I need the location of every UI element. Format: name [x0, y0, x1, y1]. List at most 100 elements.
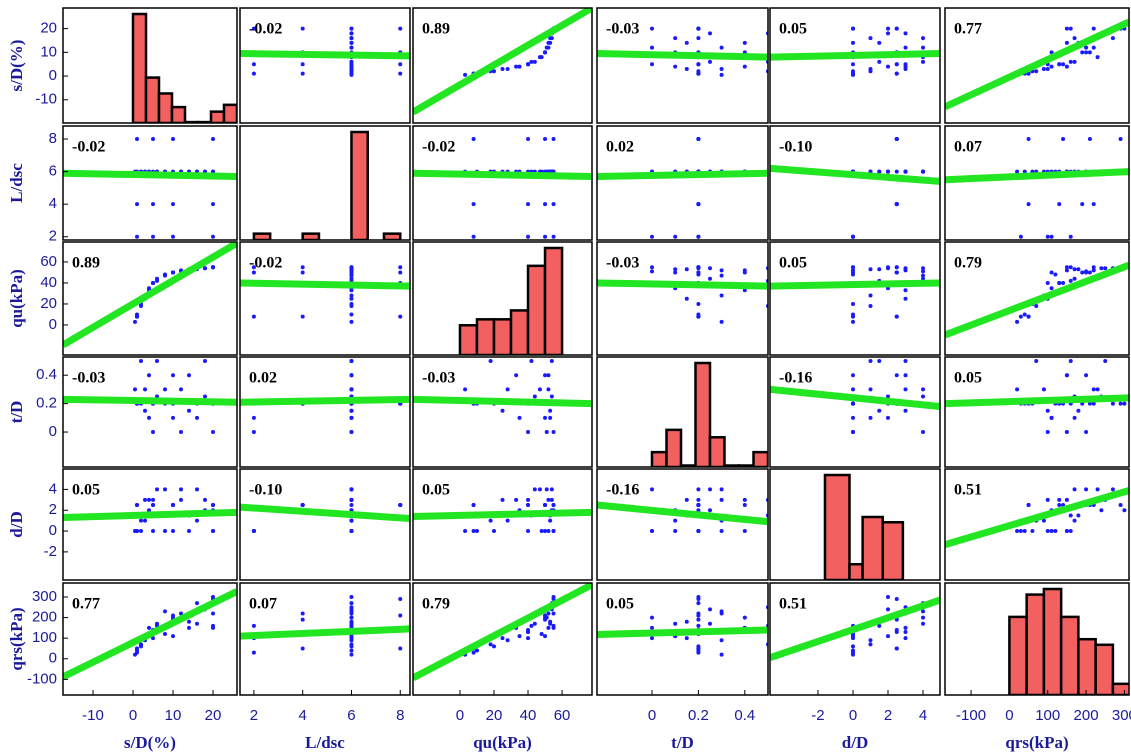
- scatter-point: [742, 529, 747, 534]
- scatter-point: [1091, 387, 1096, 392]
- scatter-point: [349, 45, 354, 50]
- cell: [945, 261, 1129, 339]
- fit-line: [770, 279, 940, 290]
- scatter-point: [349, 26, 354, 31]
- scatter-point: [673, 621, 678, 626]
- scatter-point: [1087, 50, 1092, 55]
- scatter-point: [1068, 513, 1073, 518]
- y-tick-label: 0.2: [36, 395, 57, 412]
- histogram-bar: [252, 232, 272, 240]
- cell-frame: [239, 582, 411, 696]
- scatter-point: [719, 609, 724, 614]
- scatter-point: [1110, 36, 1115, 41]
- cell-frame: [769, 7, 941, 124]
- scatter-point: [163, 487, 167, 492]
- cell-frame: [596, 356, 769, 468]
- y-tick-label: 0: [49, 522, 57, 539]
- x-tick-label: 0: [849, 707, 857, 724]
- scatter-point: [921, 621, 926, 626]
- scatter-point: [398, 71, 403, 76]
- scatter-point: [300, 314, 305, 319]
- scatter-point: [850, 387, 855, 392]
- scatter-point: [349, 503, 354, 508]
- scatter-point: [850, 268, 855, 273]
- scatter-point: [349, 497, 354, 502]
- cell: [1008, 587, 1129, 695]
- scatter-point: [1076, 513, 1081, 518]
- scatter-point: [903, 266, 908, 271]
- scatter-point: [1045, 408, 1050, 413]
- scatter-point: [163, 609, 167, 614]
- scatter-point: [903, 373, 908, 378]
- scatter-point: [868, 642, 873, 647]
- scatter-point: [1049, 415, 1054, 420]
- fit-line: [770, 596, 940, 662]
- scatter-point: [1072, 267, 1077, 272]
- cell: [240, 487, 410, 534]
- scatter-point: [850, 72, 855, 77]
- cell-frame: [412, 241, 593, 356]
- scatter-point: [707, 276, 712, 281]
- scatter-point: [526, 430, 531, 435]
- scatter-point: [894, 62, 899, 67]
- scatter-point: [300, 265, 305, 270]
- fit-line: [945, 487, 1129, 548]
- scatter-point: [684, 619, 689, 624]
- histogram-bar: [1059, 615, 1080, 695]
- cell-frame: [239, 241, 411, 356]
- scatter-point: [505, 638, 510, 643]
- scatter-point: [349, 601, 354, 606]
- scatter-point: [742, 615, 747, 620]
- x-axis-label: qrs(kPa): [1005, 733, 1068, 752]
- scatter-point: [135, 202, 139, 207]
- scatter-point: [1034, 304, 1039, 309]
- scatter-point: [143, 408, 147, 413]
- scatter-point: [349, 487, 354, 492]
- y-axis-label: t/D: [7, 401, 26, 424]
- scatter-point: [526, 630, 531, 634]
- y-axis-label: qrs(kPa): [7, 607, 26, 670]
- histogram-bar: [823, 473, 851, 580]
- y-tick-label: 6: [49, 163, 57, 180]
- fit-line: [63, 242, 237, 348]
- scatter-point: [500, 636, 505, 641]
- scatter-point: [349, 304, 354, 309]
- scatter-point: [719, 72, 724, 77]
- scatter-point: [886, 266, 891, 271]
- scatter-point: [719, 66, 724, 71]
- correlation-label: 0.79: [954, 255, 982, 272]
- cell-frame: [596, 468, 769, 581]
- scatter-point: [187, 373, 191, 378]
- scatter-point: [300, 71, 305, 76]
- scatter-point: [684, 636, 689, 641]
- scatter-point: [850, 62, 855, 67]
- scatter-point: [133, 529, 137, 534]
- scatter-point: [1015, 529, 1020, 534]
- scatter-point: [684, 296, 689, 301]
- correlation-label: 0.02: [606, 139, 634, 156]
- scatter-point: [526, 636, 531, 641]
- scatter-point: [903, 636, 908, 641]
- scatter-point: [696, 497, 701, 502]
- scatter-point: [649, 45, 654, 50]
- scatter-point: [1064, 497, 1069, 502]
- cell-frame: [62, 241, 238, 356]
- scatter-point: [719, 268, 724, 273]
- scatter-point: [195, 518, 199, 523]
- cell: [770, 358, 940, 435]
- histogram-bar: [170, 105, 187, 123]
- scatter-point: [549, 394, 554, 399]
- x-tick-label: 100: [1035, 707, 1060, 724]
- cell-frame: [62, 582, 238, 696]
- scatter-point: [532, 394, 537, 399]
- scatter-point: [868, 304, 873, 309]
- scatter-point: [471, 137, 476, 142]
- scatter-point: [1072, 518, 1077, 523]
- scatter-point: [742, 268, 747, 273]
- scatter-point: [886, 607, 891, 612]
- cell-frame: [769, 356, 941, 468]
- scatter-point: [868, 387, 873, 392]
- scatter-point: [1034, 358, 1039, 363]
- y-tick-label: 0: [49, 316, 57, 333]
- x-tick-label: 4: [919, 707, 927, 724]
